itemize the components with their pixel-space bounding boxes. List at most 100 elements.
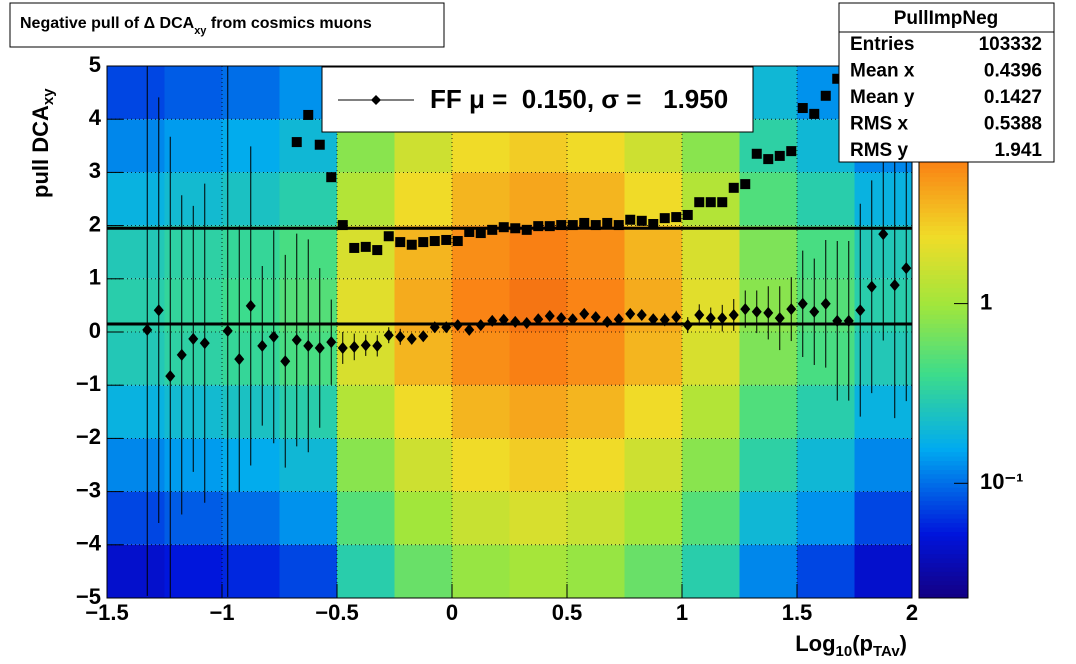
heat-cell [567,332,625,386]
diamond-marker [349,340,360,353]
heat-cell [797,172,855,226]
color-bar-step [919,336,968,342]
diamond-marker [441,321,452,334]
diamond-marker [901,262,912,275]
heat-cell [509,172,567,226]
heat-cell [394,225,452,279]
x-tick-label: 1 [676,600,688,625]
heat-cell [337,385,395,439]
color-bar-step [919,451,968,457]
color-bar-step [919,513,968,519]
heat-cell [394,438,452,492]
square-marker [395,237,406,248]
heat-cell [739,544,797,598]
heat-cell [797,385,855,439]
heat-cell [452,544,510,598]
label-part: ) [900,631,907,656]
heat-cell [682,332,740,386]
y-tick-label: 3 [89,158,101,183]
square-marker [303,109,314,120]
heat-cell [797,438,855,492]
diamond-marker [521,316,532,329]
color-bar-step [919,292,968,298]
heat-cell [797,491,855,545]
square-marker [314,139,325,150]
square-marker [751,148,762,159]
diamond-marker [395,330,406,343]
color-bar-step [919,363,968,368]
diamond-marker [487,314,498,327]
color-bar-step [919,278,968,284]
color-bar-step [919,566,968,572]
heat-cell [854,438,912,492]
heat-cell [107,385,165,439]
heat-cell [624,438,682,492]
heat-cell [337,172,395,226]
color-bar-step [919,305,968,311]
color-bar-step [919,252,968,258]
diamond-marker [659,313,670,326]
diamond-marker [337,341,348,354]
diamond-marker [648,313,659,326]
y-axis-label: pull DCAxy [28,88,57,198]
color-bar-step [919,496,968,501]
square-marker [579,217,590,228]
y-tick-label: 1 [89,265,101,290]
square-marker [740,179,751,190]
color-bar-step [919,354,968,360]
legend-marker [371,95,381,105]
color-bar-step [919,323,968,329]
color-bar-step [919,487,968,493]
x-axis-label: Log10(pTAv) [795,631,907,660]
color-bar-step [919,256,968,262]
heat-cell [452,385,510,439]
color-bar-step [919,544,968,550]
color-bar-step [919,429,968,435]
axes: −1.5 −1 −0.5 0 0.5 1 1.5 2 −5 −4 −3 −2 −1 0 1 2 3 4 5 [76,52,918,625]
color-bar-step [919,181,968,187]
diamond-marker [763,306,774,319]
square-marker [406,239,417,250]
color-bar-step [919,425,968,431]
heat-cell [739,438,797,492]
color-bar-step [919,469,968,475]
z-tick-label: 1 [980,289,992,314]
diamond-marker [843,314,854,327]
diamond-marker [314,341,325,354]
diamond-marker [855,304,866,317]
heat-cell [509,491,567,545]
heat-cell [164,544,222,598]
square-marker [567,220,578,231]
square-marker [763,154,774,165]
heat-cell [854,544,912,598]
diamond-marker [153,304,164,317]
heat-cell [854,385,912,439]
color-bar-step [919,398,968,404]
color-bar-step [919,442,968,448]
stats-key: Mean y [850,87,915,108]
square-marker [487,224,498,235]
y-tick-label: 4 [89,105,102,130]
color-bar-step [919,500,968,506]
square-marker [464,226,475,237]
square-marker [786,146,797,157]
color-bar-step [919,230,968,235]
color-bar-step [919,562,968,568]
square-marker [291,137,302,148]
color-bar-step [919,389,968,395]
color-bar-step [919,216,968,222]
color-bar-step [919,456,968,462]
y-tick-label: 5 [89,52,101,77]
heat-cell [854,332,912,386]
diamond-marker [360,339,371,352]
heat-cell [452,438,510,492]
color-bar-step [919,535,968,541]
diamond-marker [303,339,314,352]
diamond-marker [579,307,590,320]
square-marker [349,242,360,253]
heat-cell [337,438,395,492]
heat-cell [567,385,625,439]
color-bar-step [919,402,968,408]
diamond-marker [878,228,889,241]
diamond-marker [797,297,808,310]
